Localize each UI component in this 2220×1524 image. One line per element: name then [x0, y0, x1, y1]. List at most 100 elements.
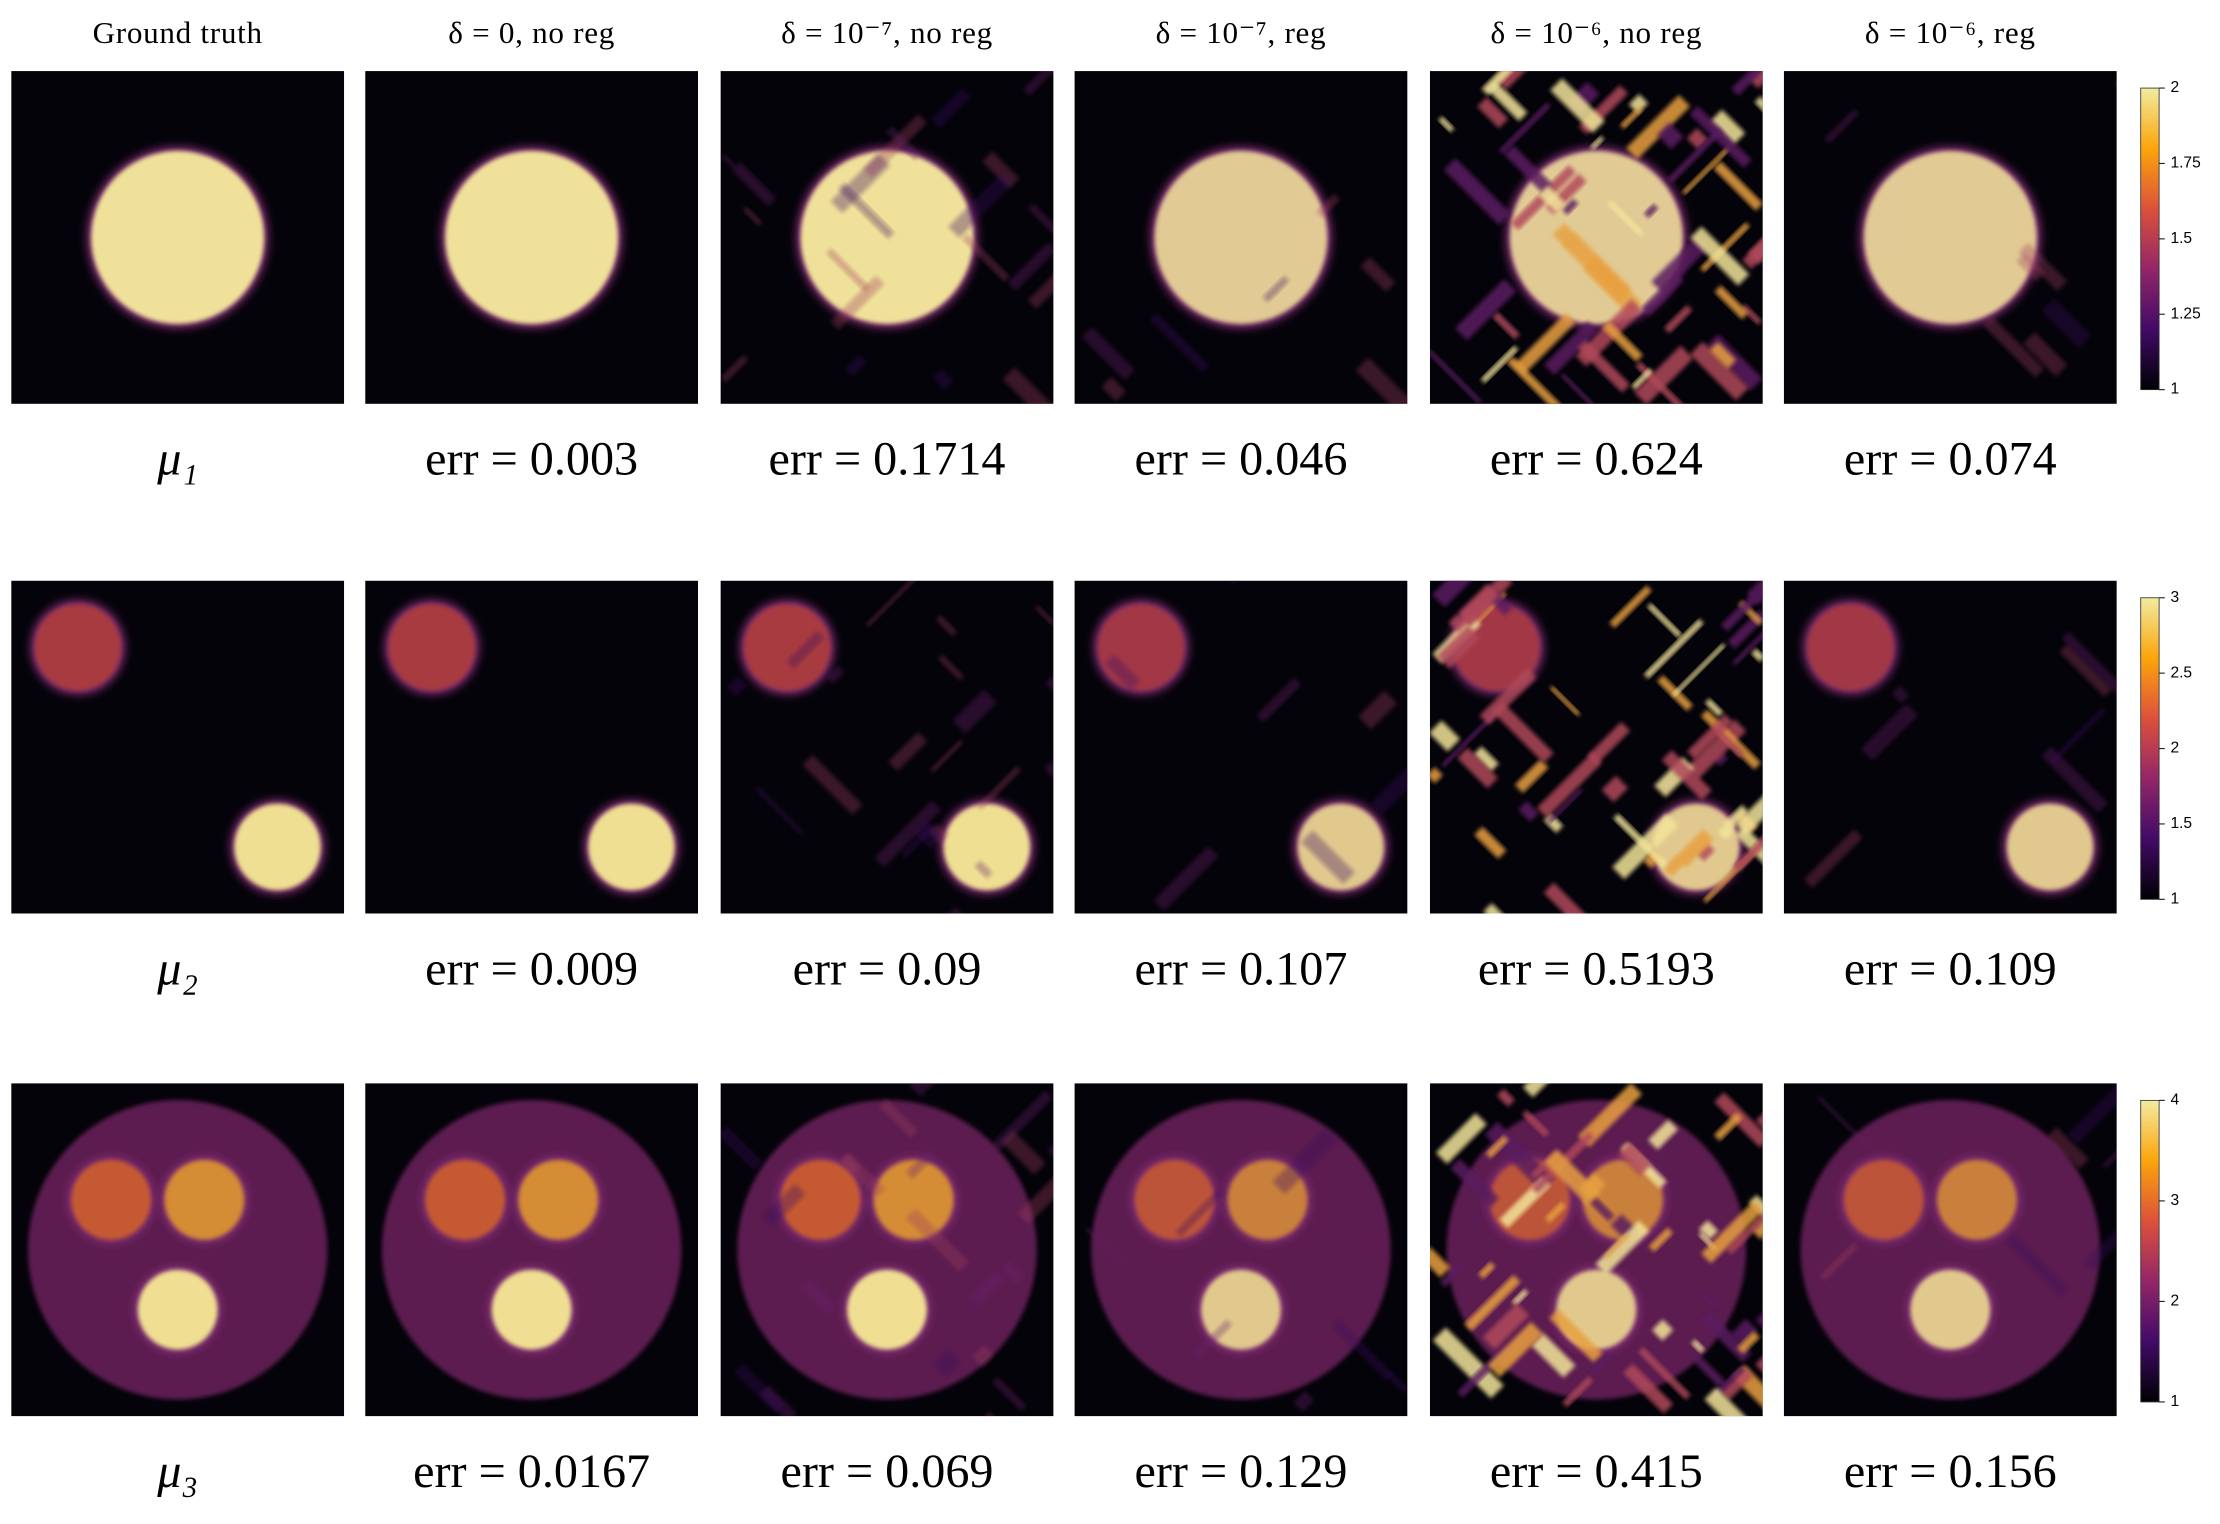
image-panel	[11, 580, 345, 914]
image-panel	[365, 580, 698, 914]
artifact	[1477, 97, 1509, 129]
artifact	[1536, 752, 1603, 818]
image-panel	[11, 71, 345, 404]
artifact	[1487, 1321, 1544, 1378]
artifact	[1514, 759, 1549, 794]
image-panel	[1783, 1083, 2117, 1417]
artifact	[720, 1125, 763, 1171]
disk	[1556, 1269, 1637, 1350]
panel-content	[1093, 580, 1408, 911]
artifact	[786, 630, 825, 669]
image-panel	[720, 580, 1054, 914]
artifact	[1104, 654, 1141, 691]
artifact	[2041, 298, 2092, 349]
artifact	[825, 247, 871, 293]
artifact	[1681, 146, 1731, 195]
artifact	[1429, 767, 1443, 784]
artifact	[1717, 823, 1734, 840]
artifact	[930, 739, 964, 773]
artifact	[754, 785, 805, 836]
colorbar-tick-label: 2	[2170, 740, 2179, 757]
artifact	[1577, 1083, 1643, 1148]
artifact	[1455, 279, 1517, 341]
disk	[943, 803, 1031, 891]
artifact	[1560, 373, 1612, 404]
disk	[1154, 150, 1328, 324]
artifact	[967, 1270, 1006, 1309]
artifact	[1651, 237, 1708, 294]
artifact	[1619, 106, 1643, 130]
artifact	[1647, 602, 1683, 638]
image-panel	[720, 71, 1054, 404]
artifact	[937, 654, 965, 681]
artifact	[1713, 161, 1763, 211]
artifact	[1521, 1109, 1550, 1138]
artifact	[2066, 1083, 2117, 1145]
artifact	[1473, 746, 1499, 772]
artifact	[1562, 233, 1632, 302]
artifact	[1714, 727, 1745, 759]
artifact	[1331, 1319, 1394, 1381]
artifact	[2018, 242, 2068, 292]
image-panel	[365, 71, 698, 404]
artifact	[1543, 882, 1594, 914]
artifact	[1027, 203, 1054, 253]
artifact	[1713, 751, 1729, 767]
artifact	[1631, 368, 1654, 391]
artifact	[1562, 1376, 1594, 1408]
artifact	[2006, 1234, 2069, 1297]
colorbar-tick-label: 1.25	[2170, 305, 2200, 322]
artifact	[802, 754, 863, 815]
colorbar-tick-label: 2.5	[2170, 664, 2192, 681]
artifact	[1429, 1246, 1451, 1278]
artifact	[1704, 698, 1724, 717]
column-header: δ = 10⁻⁶, reg	[1865, 15, 2036, 50]
artifact	[1000, 1260, 1026, 1285]
artifact	[1634, 345, 1694, 404]
disk	[873, 1159, 954, 1240]
error-label: err = 0.09	[793, 942, 982, 995]
image-panel	[11, 1083, 345, 1417]
artifact	[1613, 813, 1668, 869]
artifact	[1804, 829, 1863, 888]
artifact	[1735, 783, 1763, 836]
artifact	[1547, 787, 1584, 824]
artifact	[1429, 349, 1483, 404]
column-header: δ = 10⁻⁷, no reg	[781, 15, 993, 50]
disk	[445, 150, 619, 324]
artifact	[992, 1376, 1027, 1412]
artifact	[879, 1099, 919, 1139]
artifact	[886, 126, 921, 161]
artifact	[1709, 341, 1737, 369]
artifact	[734, 1363, 785, 1414]
artifact	[1256, 677, 1302, 723]
artifact	[1731, 71, 1763, 96]
artifact	[1635, 361, 1695, 404]
artifact	[1691, 1339, 1705, 1354]
artifact	[1733, 820, 1763, 872]
artifact	[1023, 71, 1054, 96]
artifact	[1457, 747, 1498, 789]
panel-content	[1081, 146, 1408, 404]
artifact	[1666, 127, 1723, 184]
artifact	[1495, 71, 1544, 90]
artifact	[721, 153, 736, 169]
disk	[2006, 803, 2094, 891]
artifact	[1482, 1302, 1530, 1350]
disk	[847, 1269, 927, 1350]
artifact	[991, 1090, 1053, 1152]
disk	[491, 1269, 572, 1350]
artifact	[1435, 1113, 1487, 1164]
row-label: μ₁	[156, 433, 198, 486]
artifact	[1690, 341, 1749, 401]
artifact	[1578, 1172, 1606, 1200]
artifact	[1027, 259, 1054, 309]
artifact	[1432, 1327, 1504, 1399]
artifact	[1656, 122, 1684, 150]
image-panel	[1074, 580, 1408, 914]
artifact	[1443, 158, 1511, 226]
artifact	[1671, 643, 1726, 698]
disk	[381, 1100, 682, 1400]
disk	[1097, 604, 1185, 691]
artifact	[1017, 1165, 1054, 1225]
